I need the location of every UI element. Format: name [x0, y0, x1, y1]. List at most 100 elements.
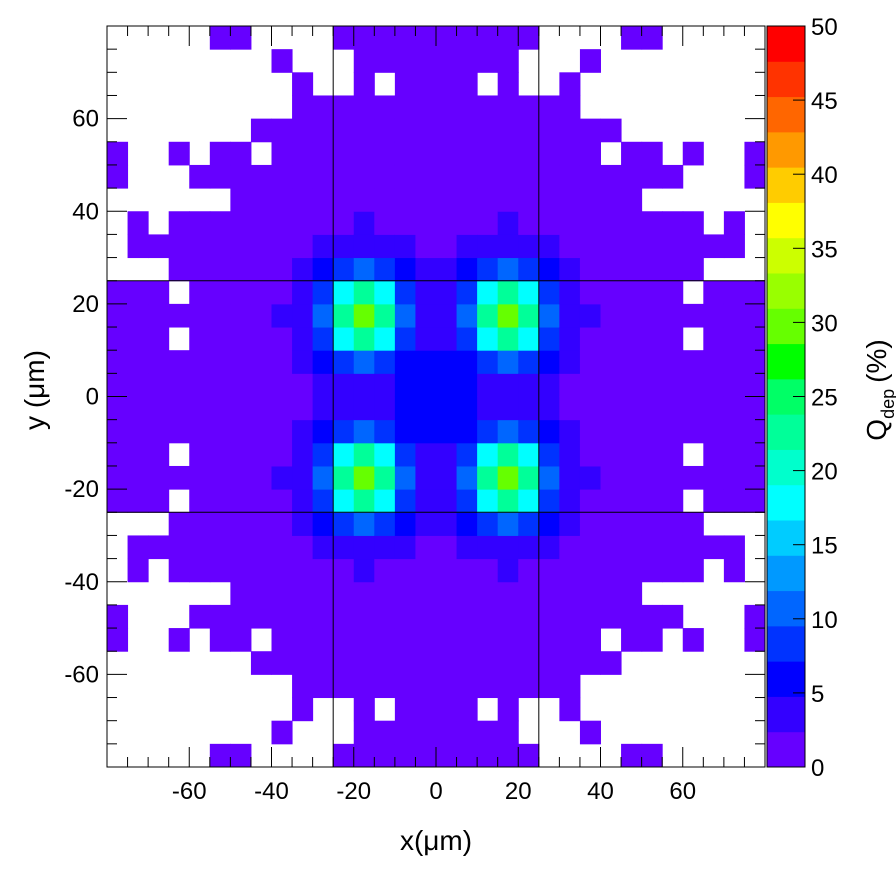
heatmap-cell: [148, 303, 170, 328]
heatmap-cell: [230, 188, 252, 212]
heatmap-cell: [579, 164, 601, 189]
heatmap-cell: [168, 628, 190, 652]
heatmap-cell: [271, 211, 293, 235]
heatmap-cell: [497, 211, 519, 235]
heatmap-cell: [374, 350, 396, 374]
heatmap-cell: [374, 442, 396, 467]
heatmap-cell: [621, 558, 643, 583]
heatmap-cell: [559, 234, 581, 259]
heatmap-cell: [662, 604, 684, 629]
heatmap-cell: [374, 188, 396, 212]
heatmap-cell: [538, 442, 560, 467]
z-tick-label: 35: [811, 236, 838, 263]
heatmap-cell: [394, 257, 416, 282]
heatmap-cell: [682, 628, 704, 652]
heatmap-cell: [518, 373, 540, 397]
heatmap-cell: [497, 743, 519, 768]
heatmap-cell: [209, 234, 231, 259]
heatmap-cell: [312, 674, 334, 699]
heatmap-cell: [600, 188, 622, 212]
heatmap-cell: [456, 141, 478, 166]
heatmap-cell: [230, 512, 252, 536]
heatmap-cell: [456, 465, 478, 490]
heatmap-cell: [559, 651, 581, 675]
heatmap-cell: [538, 489, 560, 513]
heatmap-cell: [333, 489, 355, 513]
heatmap-cell: [518, 303, 540, 328]
heatmap-cell: [641, 465, 663, 490]
heatmap-cell: [394, 396, 416, 421]
heatmap-cell: [703, 419, 725, 444]
x-tick-label: 60: [669, 778, 696, 805]
heatmap-cell: [353, 26, 375, 50]
heatmap-cell: [538, 234, 560, 259]
heatmap-cell: [456, 118, 478, 143]
heatmap-cell: [723, 396, 745, 421]
heatmap-cell: [662, 419, 684, 444]
heatmap-cell: [538, 211, 560, 235]
heatmap-cell: [292, 535, 314, 560]
heatmap-cell: [456, 604, 478, 629]
heatmap-cell: [744, 442, 766, 467]
z-axis-title-unit: (%): [861, 339, 892, 383]
heatmap-cell: [456, 72, 478, 96]
heatmap-cell: [333, 419, 355, 444]
heatmap-cell: [230, 303, 252, 328]
heatmap-cell: [456, 419, 478, 444]
heatmap-cell: [127, 558, 149, 583]
z-tick-label: 45: [811, 88, 838, 115]
heatmap-cell: [374, 419, 396, 444]
heatmap-cell: [292, 72, 314, 96]
palette-swatch: [767, 202, 805, 239]
heatmap-cell: [723, 373, 745, 397]
heatmap-cell: [209, 280, 231, 305]
heatmap-cell: [353, 327, 375, 351]
heatmap-cell: [456, 257, 478, 282]
heatmap-cell: [559, 465, 581, 490]
heatmap-cell: [559, 141, 581, 166]
heatmap-cell: [127, 327, 149, 351]
heatmap-cell: [723, 303, 745, 328]
heatmap-cell: [250, 558, 272, 583]
heatmap-cell: [250, 118, 272, 143]
heatmap-cell: [436, 164, 458, 189]
heatmap-cell: [538, 164, 560, 189]
heatmap-cell: [271, 350, 293, 374]
heatmap-cell: [497, 95, 519, 120]
heatmap-cell: [662, 211, 684, 235]
heatmap-cell: [456, 396, 478, 421]
heatmap-cell: [107, 141, 129, 166]
heatmap-cell: [394, 674, 416, 699]
heatmap-cell: [374, 651, 396, 675]
heatmap-cell: [723, 419, 745, 444]
heatmap-cells: [107, 26, 766, 768]
heatmap-cell: [394, 72, 416, 96]
heatmap-cell: [497, 373, 519, 397]
heatmap-cell: [621, 234, 643, 259]
heatmap-cell: [271, 535, 293, 560]
heatmap-cell: [189, 373, 211, 397]
heatmap-cell: [559, 697, 581, 722]
heatmap-cell: [662, 558, 684, 583]
heatmap-cell: [662, 257, 684, 282]
y-tick-label: 20: [72, 291, 99, 318]
heatmap-cell: [189, 512, 211, 536]
heatmap-cell: [621, 535, 643, 560]
heatmap-cell: [621, 628, 643, 652]
heatmap-cell: [456, 628, 478, 652]
heatmap-cell: [312, 581, 334, 606]
heatmap-cell: [621, 512, 643, 536]
palette-swatch: [767, 661, 805, 697]
heatmap-cell: [189, 350, 211, 374]
heatmap-cell: [312, 303, 334, 328]
heatmap-cell: [559, 558, 581, 583]
pixel-boundary-lines: [107, 26, 765, 767]
heatmap-cell: [662, 164, 684, 189]
heatmap-cell: [374, 743, 396, 768]
z-tick-label: 10: [811, 607, 838, 634]
heatmap-cell: [353, 604, 375, 629]
heatmap-cell: [600, 303, 622, 328]
heatmap-cell: [497, 465, 519, 490]
heatmap-cell: [415, 164, 437, 189]
heatmap-cell: [579, 49, 601, 73]
